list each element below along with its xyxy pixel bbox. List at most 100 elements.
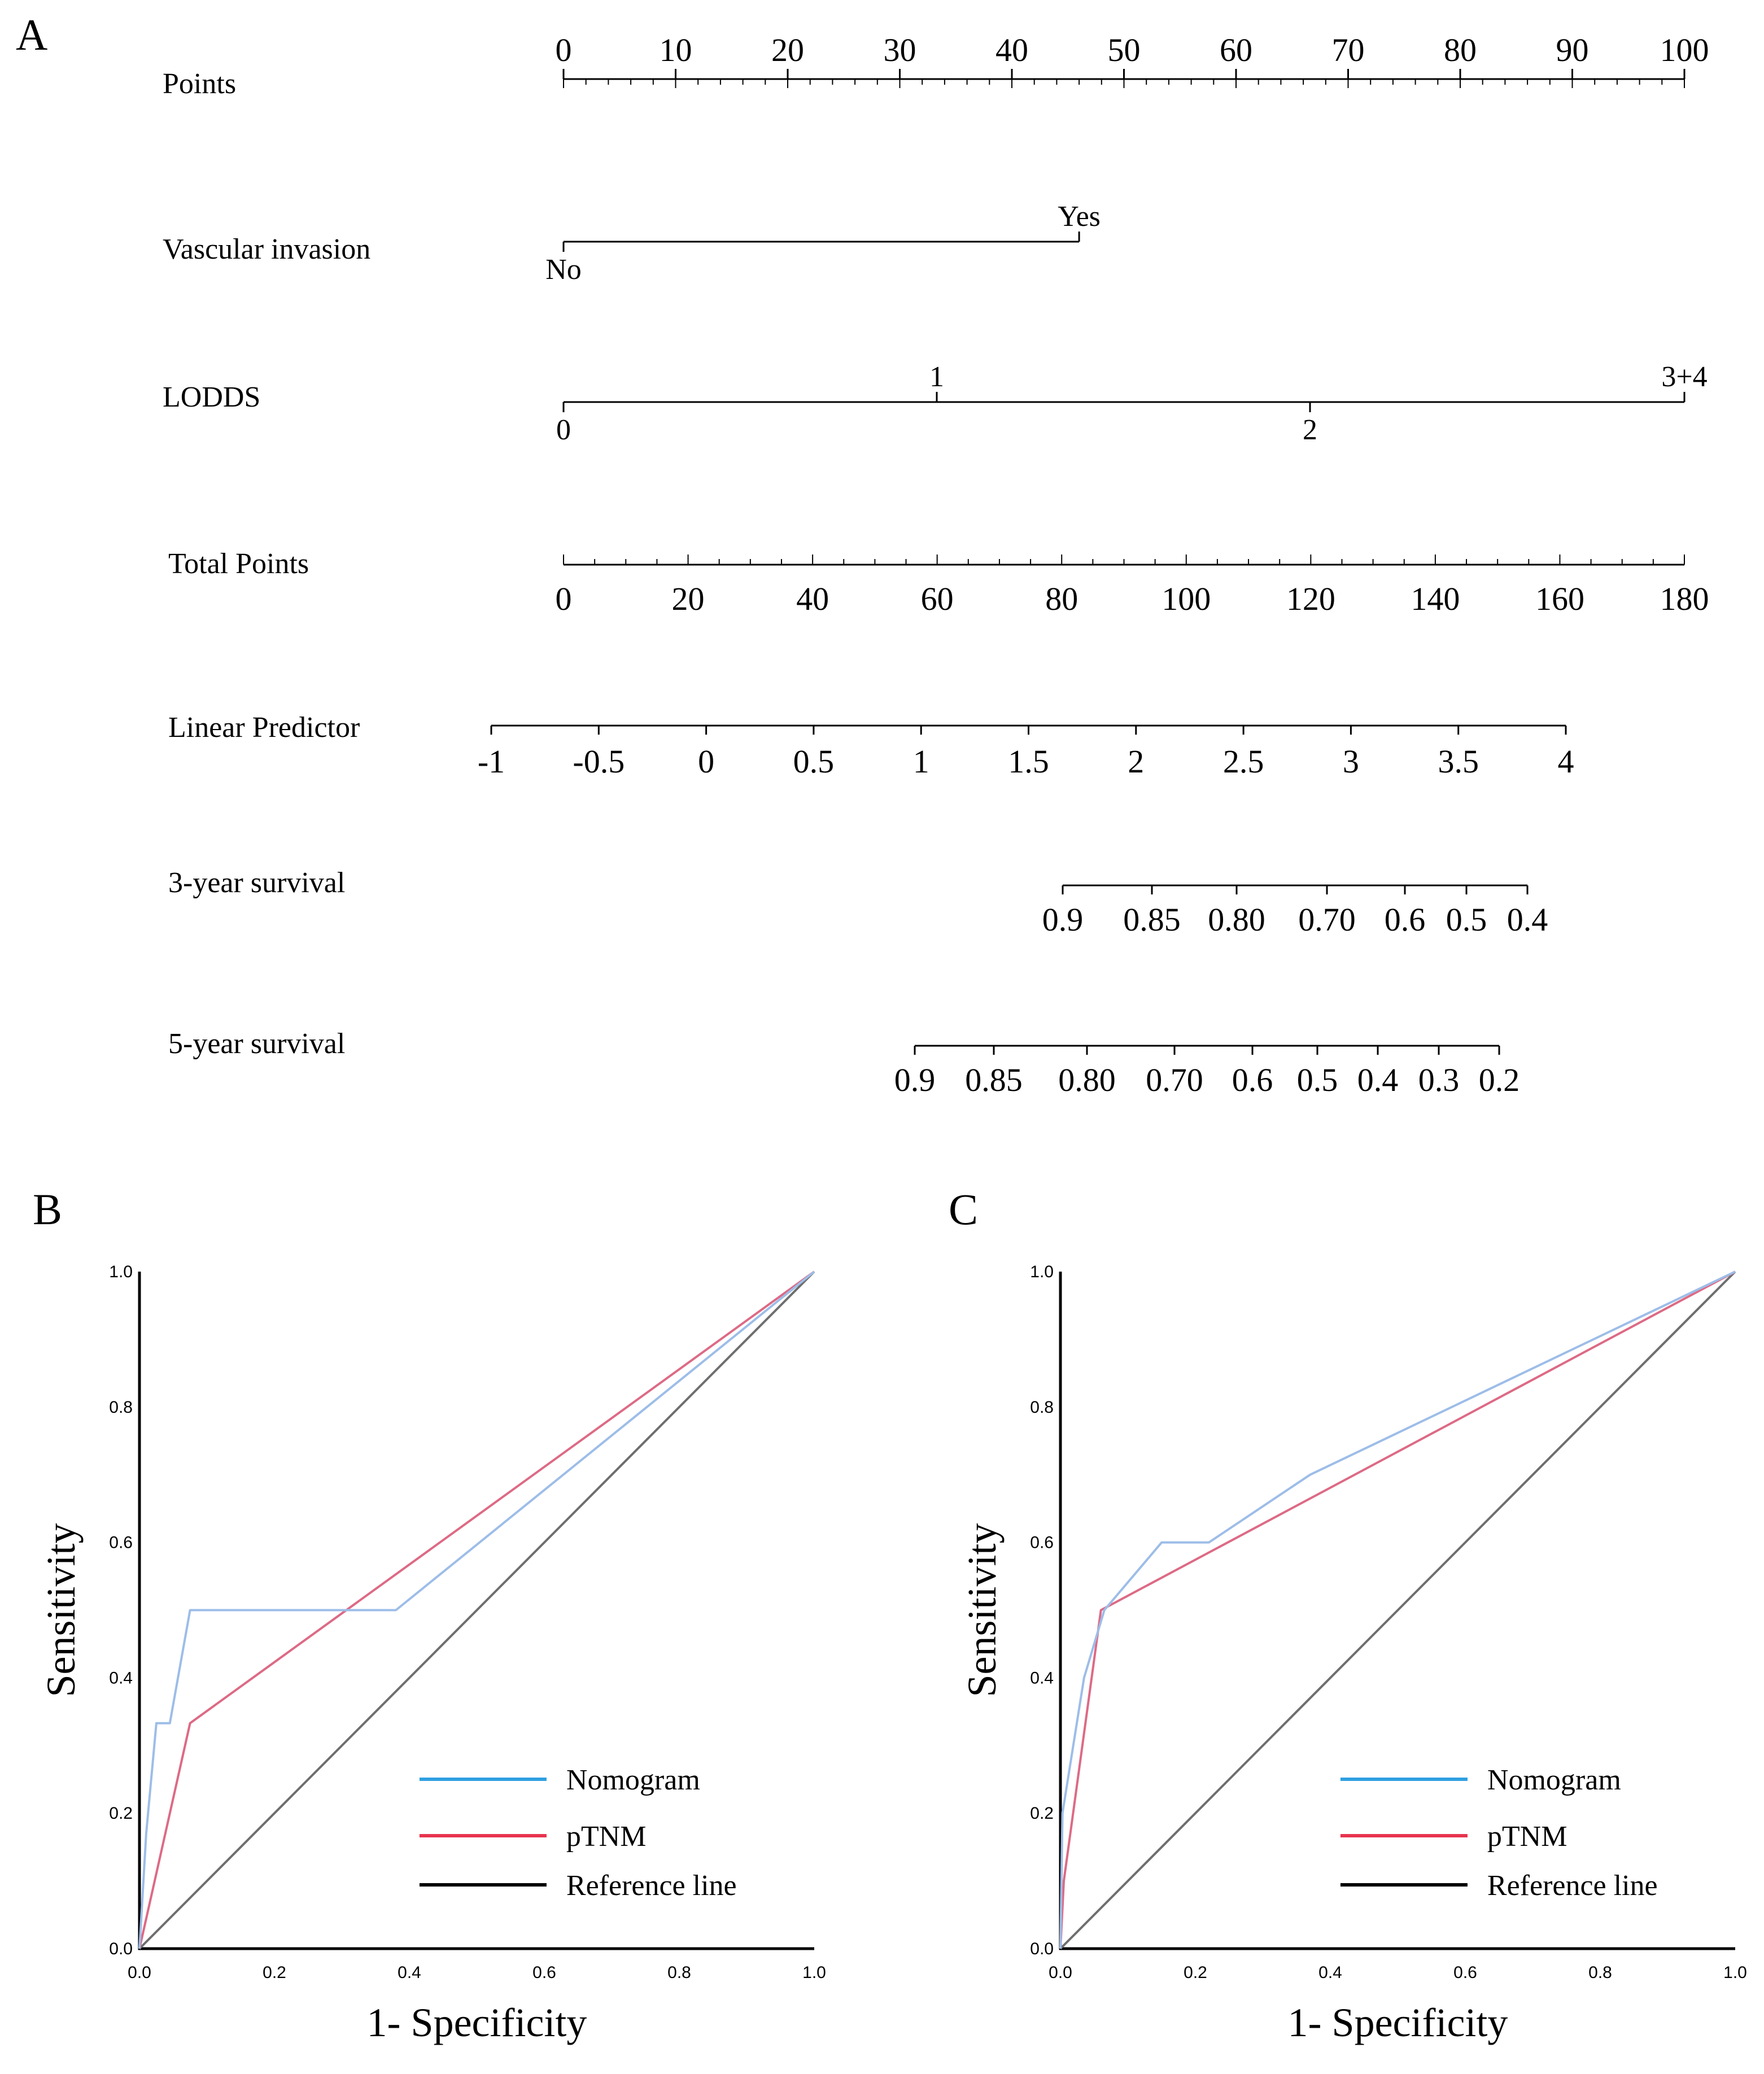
x-tick-label: 0.4 — [398, 1963, 421, 1982]
total-tick-label: 140 — [1411, 580, 1460, 617]
y-tick-label: 1.0 — [1030, 1263, 1054, 1281]
nomogram: Points Vascular invasion LODDS Total Points… — [163, 32, 1709, 1098]
x-tick-label: 0.0 — [128, 1963, 151, 1982]
panel-label-c: C — [949, 1185, 978, 1234]
linear-tick-label: 1.5 — [1008, 743, 1049, 780]
linear-tick-label: 2.5 — [1223, 743, 1264, 780]
linear-tick-label: 3 — [1343, 743, 1359, 780]
y-axis-label: Sensitivity — [959, 1523, 1005, 1697]
y-tick-label: 0.6 — [109, 1534, 133, 1552]
y-tick-label: 0.4 — [1030, 1669, 1054, 1687]
points-tick-label: 50 — [1108, 32, 1141, 68]
x-tick-label: 0.8 — [667, 1963, 691, 1982]
surv5-tick-label: 0.70 — [1146, 1062, 1203, 1098]
lodds-value-label: 2 — [1303, 414, 1317, 446]
surv3-tick-label: 0.85 — [1123, 901, 1181, 938]
surv5-tick-label: 0.5 — [1297, 1062, 1338, 1098]
points-tick-label: 60 — [1220, 32, 1252, 68]
total-tick-label: 0 — [556, 580, 572, 617]
y-tick-label: 0.0 — [1030, 1940, 1054, 1958]
linear-tick-label: 0 — [698, 743, 714, 780]
series-line-reference-line — [138, 1270, 815, 1950]
series-line-ptnm — [1059, 1270, 1736, 1949]
linear-tick-label: 0.5 — [793, 743, 835, 780]
vascular-value-label: No — [545, 254, 582, 286]
total-tick-label: 120 — [1286, 580, 1335, 617]
total-tick-label: 180 — [1660, 580, 1709, 617]
nomogram-row-label-points: Points — [163, 68, 236, 100]
total-tick-label: 60 — [921, 580, 954, 617]
points-tick-label: 40 — [995, 32, 1028, 68]
linear-tick-label: 1 — [913, 743, 929, 780]
series-line-ptnm — [138, 1270, 815, 1949]
series-line-nomogram — [1059, 1270, 1736, 1949]
nomogram-row-label-vascular: Vascular invasion — [163, 233, 370, 265]
y-tick-label: 0.2 — [109, 1804, 133, 1823]
points-tick-label: 20 — [771, 32, 804, 68]
total-tick-label: 80 — [1045, 580, 1078, 617]
points-tick-label: 100 — [1660, 32, 1709, 68]
surv5-tick-label: 0.85 — [965, 1062, 1023, 1098]
surv3-tick-label: 0.9 — [1042, 901, 1084, 938]
roc-chart-c: 0.0 0.2 0.4 0.6 0.8 1.0 0.0 0.2 0.4 0.6 0.8 1.0 1- S… — [959, 1263, 1747, 2045]
series-line-reference-line — [1059, 1270, 1736, 1950]
panel-label-a: A — [16, 10, 47, 59]
y-tick-label: 0.2 — [1030, 1804, 1054, 1823]
nomogram-row-label-linear: Linear Predictor — [168, 711, 360, 744]
nomogram-row-label-lodds: LODDS — [163, 381, 260, 413]
y-tick-label: 0.6 — [1030, 1534, 1054, 1552]
points-tick-label: 80 — [1444, 32, 1477, 68]
points-tick-label: 10 — [660, 32, 692, 68]
y-axis-label: Sensitivity — [38, 1523, 84, 1697]
series-line-nomogram — [138, 1270, 815, 1949]
lodds-value-label: 1 — [929, 361, 944, 393]
surv3-tick-label: 0.80 — [1208, 901, 1265, 938]
lodds-value-label: 3+4 — [1661, 361, 1707, 393]
total-tick-label: 160 — [1535, 580, 1584, 617]
surv3-tick-label: 0.4 — [1507, 901, 1548, 938]
surv5-tick-label: 0.80 — [1058, 1062, 1116, 1098]
y-tick-label: 1.0 — [109, 1263, 133, 1281]
surv3-tick-label: 0.5 — [1446, 901, 1487, 938]
x-tick-label: 1.0 — [802, 1963, 826, 1982]
points-tick-label: 70 — [1332, 32, 1365, 68]
x-tick-label: 1.0 — [1723, 1963, 1747, 1982]
surv3-tick-label: 0.6 — [1385, 901, 1426, 938]
legend-label-nomogram: Nomogram — [1487, 1764, 1621, 1796]
points-tick-label: 90 — [1556, 32, 1589, 68]
y-tick-label: 0.0 — [109, 1940, 133, 1958]
surv5-tick-label: 0.9 — [894, 1062, 936, 1098]
surv5-tick-label: 0.3 — [1418, 1062, 1460, 1098]
points-tick-label: 30 — [884, 32, 916, 68]
x-tick-label: 0.2 — [263, 1963, 286, 1982]
roc-chart-b: 0.0 0.2 0.4 0.6 0.8 1.0 0.0 0.2 0.4 0.6 0.8 1.0 1- S… — [38, 1263, 826, 2045]
x-tick-label: 0.8 — [1588, 1963, 1612, 1982]
surv5-tick-label: 0.4 — [1357, 1062, 1399, 1098]
surv3-tick-label: 0.70 — [1298, 901, 1356, 938]
linear-tick-label: -0.5 — [573, 743, 625, 780]
total-tick-label: 100 — [1162, 580, 1211, 617]
nomogram-row-label-total: Total Points — [168, 548, 309, 580]
linear-tick-label: 3.5 — [1438, 743, 1479, 780]
legend-label-reference-line: Reference line — [1487, 1870, 1658, 1902]
x-tick-label: 0.6 — [1453, 1963, 1477, 1982]
legend-label-ptnm: pTNM — [1487, 1820, 1567, 1853]
surv5-tick-label: 0.2 — [1479, 1062, 1520, 1098]
linear-tick-label: 2 — [1128, 743, 1144, 780]
x-tick-label: 0.6 — [532, 1963, 556, 1982]
y-tick-label: 0.4 — [109, 1669, 133, 1687]
lodds-value-label: 0 — [556, 414, 571, 446]
vascular-value-label: Yes — [1058, 200, 1101, 233]
points-tick-label: 0 — [556, 32, 572, 68]
total-tick-label: 20 — [672, 580, 705, 617]
x-tick-label: 0.2 — [1184, 1963, 1207, 1982]
x-tick-label: 0.0 — [1049, 1963, 1072, 1982]
y-tick-label: 0.8 — [1030, 1398, 1054, 1417]
x-tick-label: 0.4 — [1318, 1963, 1342, 1982]
legend-label-reference-line: Reference line — [566, 1870, 737, 1902]
x-axis-label: 1- Specificity — [367, 2000, 587, 2045]
x-axis-label: 1- Specificity — [1288, 2000, 1508, 2045]
y-tick-label: 0.8 — [109, 1398, 133, 1417]
nomogram-row-label-surv5: 5-year survival — [168, 1028, 345, 1060]
